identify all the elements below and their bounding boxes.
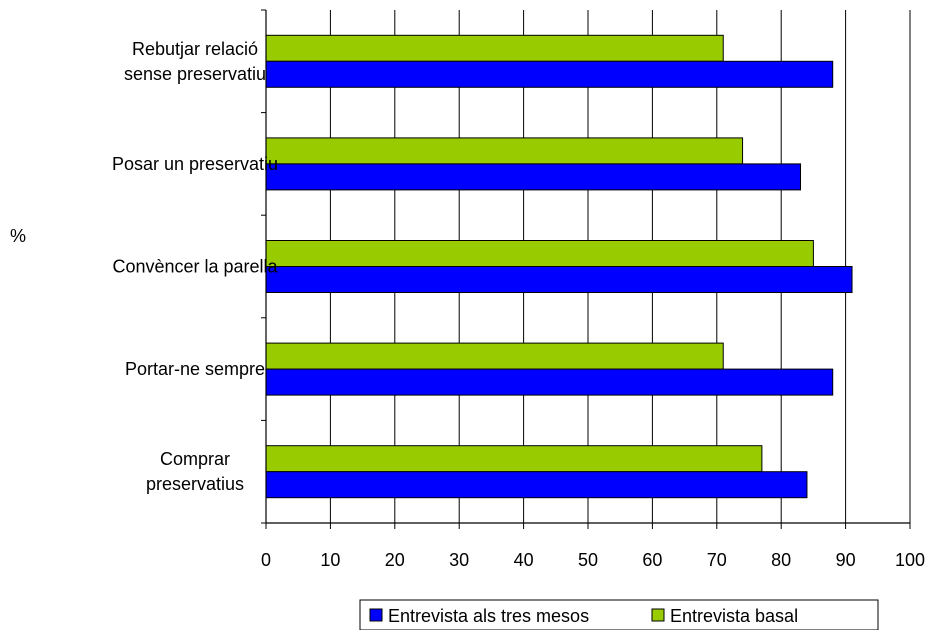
bar-basal-2: [265, 240, 814, 267]
y-axis-label: %: [10, 226, 26, 246]
x-tick-label-30: 30: [449, 550, 469, 570]
x-tick-label-20: 20: [385, 550, 405, 570]
x-tick-label-0: 0: [261, 550, 271, 570]
y-category-label-line: Rebutjar relació: [132, 39, 258, 59]
bar-tres-mesos-1: [265, 163, 802, 191]
y-category-label-line: Portar-ne sempre: [125, 359, 265, 379]
axes: [261, 9, 911, 529]
y-category-label-line: Convèncer la parella: [112, 257, 278, 277]
legend-label-0: Entrevista als tres mesos: [388, 606, 589, 626]
bar-basal-0: [265, 34, 724, 62]
bar-basal-3: [265, 342, 724, 370]
x-tick-label-90: 90: [836, 550, 856, 570]
x-tick-label-70: 70: [707, 550, 727, 570]
x-tick-label-80: 80: [771, 550, 791, 570]
bar-tres-mesos-3: [265, 368, 834, 396]
bar-basal-1: [265, 137, 744, 165]
x-tick-labels: 0 10 20 30 40 50 60 70 80 90 100: [261, 550, 925, 570]
y-category-label-2: Convèncer la parella: [112, 257, 278, 277]
legend: Entrevista als tres mesos Entrevista basa…: [359, 599, 879, 630]
y-category-label-line: Comprar: [160, 449, 230, 469]
x-tick-label-60: 60: [642, 550, 662, 570]
legend-box: [359, 599, 879, 630]
bar-tres-mesos-2: [265, 266, 853, 293]
y-category-label-4: Comprar preservatius: [146, 449, 244, 494]
y-category-label-line: Posar un preservatiu: [112, 154, 278, 174]
bar-tres-mesos-0: [265, 60, 834, 88]
legend-label-1: Entrevista basal: [670, 606, 798, 626]
y-category-label-line: sense preservatiu: [124, 64, 266, 84]
legend-swatch-1: [651, 608, 665, 622]
y-category-label-0: Rebutjar relació sense preservatiu: [124, 39, 266, 84]
y-category-label-1: Posar un preservatiu: [112, 154, 278, 174]
bar-basal-4: [265, 445, 763, 473]
x-tick-label-100: 100: [895, 550, 925, 570]
bar-tres-mesos-4: [265, 471, 808, 499]
x-tick-label-50: 50: [578, 550, 598, 570]
y-tick-labels: Rebutjar relació sense preservatiu Posar u…: [112, 39, 279, 494]
legend-swatch-0: [369, 608, 383, 622]
y-category-label-line: preservatius: [146, 474, 244, 494]
y-category-label-3: Portar-ne sempre: [125, 359, 265, 379]
x-tick-label-40: 40: [514, 550, 534, 570]
bars: [265, 34, 853, 499]
x-tick-label-10: 10: [320, 550, 340, 570]
